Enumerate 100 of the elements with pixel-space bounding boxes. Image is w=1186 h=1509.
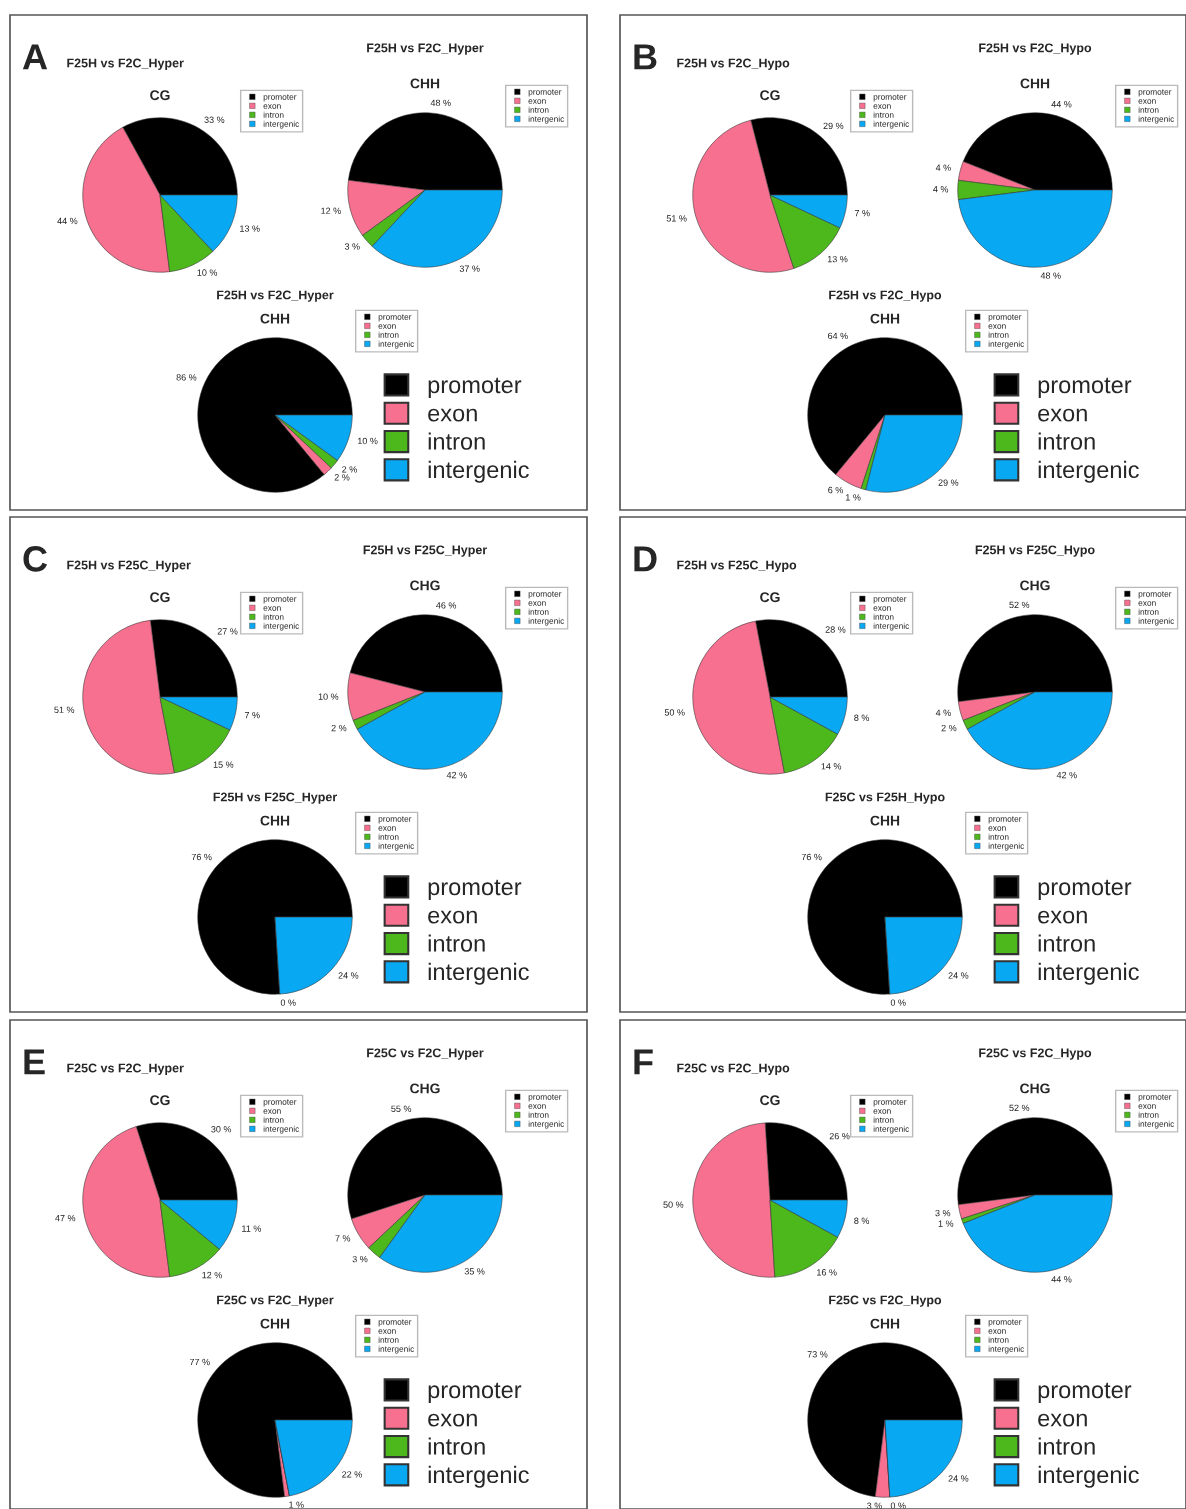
legend-label: promoter	[378, 816, 412, 824]
legend-label: intergenic	[988, 340, 1025, 349]
data-label: 10 %	[318, 693, 339, 700]
text: 0 %	[890, 1502, 906, 1509]
data-label: 3 %	[344, 243, 360, 250]
data-label: 51 %	[54, 706, 75, 713]
legend-label: exon	[263, 104, 281, 109]
data-label: 33 %	[204, 116, 225, 123]
chart-title: F25H vs F25C_Hyper	[213, 792, 337, 804]
legend-label: intron	[1138, 1111, 1159, 1118]
legend-label: exon	[873, 1109, 891, 1114]
data-label: 11 %	[242, 1225, 262, 1232]
legend-label: promoter	[528, 1094, 562, 1102]
legend-label: promoter	[378, 314, 412, 322]
data-label: 86 %	[176, 374, 197, 381]
legend-label: promoter	[528, 89, 562, 97]
legend-label: intergenic	[1138, 1120, 1175, 1129]
category-label: exon	[1038, 408, 1087, 422]
text: D	[634, 546, 657, 572]
legend-label: intron	[873, 111, 894, 118]
legend-label: promoter	[873, 1099, 907, 1107]
data-label: 55 %	[391, 1105, 412, 1112]
data-label: 44 %	[1051, 1276, 1072, 1283]
category-label: promoter	[428, 377, 522, 398]
legend-label: exon	[528, 1104, 546, 1109]
legend-label: intron	[263, 613, 284, 620]
chart-title: F25C vs F2C_Hypo	[979, 1048, 1092, 1060]
legend-label: exon	[1138, 601, 1156, 606]
category-label: intergenic	[428, 962, 529, 985]
data-label: 13 %	[827, 255, 848, 263]
data-label: 77 %	[189, 1358, 210, 1366]
legend-label: exon	[263, 606, 281, 611]
category-label: intron	[1038, 432, 1095, 450]
category-label: intergenic	[1038, 1465, 1139, 1488]
chart-title: F25C vs F2C_Hypo	[677, 1063, 790, 1075]
chart-subtitle: CHH	[870, 815, 900, 826]
chart-title: F25H vs F2C_Hypo	[979, 43, 1092, 55]
category-label: promoter	[428, 1382, 522, 1403]
legend-label: intron	[528, 106, 549, 113]
legend-label: intergenic	[263, 1125, 300, 1134]
legend-label: intergenic	[873, 622, 910, 631]
legend-label: intergenic	[873, 120, 910, 129]
legend-label: promoter	[528, 591, 562, 599]
chart-subtitle: CHG	[410, 580, 440, 591]
chart-title: F25H vs F25C_Hypo	[677, 560, 797, 572]
chart-subtitle: CHH	[410, 78, 440, 89]
chart-subtitle: CG	[760, 1095, 780, 1106]
data-label: 15 %	[213, 761, 234, 768]
legend-label: intron	[1138, 608, 1159, 615]
data-label: 7 %	[335, 1235, 351, 1242]
data-label: 8 %	[854, 714, 870, 721]
data-label: 2 %	[334, 474, 350, 481]
legend-label: promoter	[873, 94, 907, 102]
legend-label: promoter	[1138, 1094, 1172, 1102]
data-label: 3 %	[352, 1255, 368, 1263]
legend-label: intron	[528, 608, 549, 615]
chart-subtitle: CG	[150, 592, 170, 603]
category-label: promoter	[428, 879, 522, 900]
legend-label: intergenic	[1138, 115, 1175, 124]
legend-label: intergenic	[988, 1345, 1025, 1354]
legend-label: promoter	[263, 596, 297, 604]
category-label: promoter	[1038, 879, 1132, 900]
legend-label: intron	[988, 833, 1009, 840]
category-label: intron	[428, 1437, 485, 1455]
legend-label: exon	[988, 1329, 1006, 1334]
data-label: 1 %	[845, 494, 861, 501]
category-label: intron	[428, 432, 485, 450]
category-label: intergenic	[428, 1465, 529, 1488]
chart-title: F25C vs F2C_Hyper	[217, 1295, 334, 1307]
legend-label: intergenic	[263, 120, 300, 129]
chart-subtitle: CG	[150, 90, 170, 101]
data-label: 50 %	[663, 1201, 684, 1208]
category-label: exon	[378, 324, 396, 329]
legend-label: promoter	[988, 816, 1022, 824]
legend-label: exon	[378, 826, 396, 831]
category-label: exon	[428, 1413, 477, 1427]
chart-title: F25H vs F25C_Hyper	[363, 545, 487, 557]
data-label: 50 %	[664, 709, 685, 716]
data-label: 48 %	[1040, 272, 1061, 279]
category-label: exon	[1038, 1413, 1087, 1427]
chart-title: F25C vs F2C_Hyper	[67, 1063, 184, 1075]
text: 0 %	[280, 999, 296, 1006]
chart-subtitle: CHH	[260, 1318, 290, 1329]
legend-label: exon	[528, 601, 546, 606]
chart-title: F25H vs F2C_Hyper	[217, 290, 334, 302]
category-label: exon	[428, 910, 477, 924]
legend-label: intergenic	[873, 1125, 910, 1134]
data-label: 48 %	[430, 99, 451, 107]
chart-title: F25H vs F25C_Hyper	[67, 560, 191, 572]
data-label: 47 %	[55, 1214, 76, 1222]
data-label: 52 %	[1009, 601, 1030, 609]
category-label: promoter	[1038, 1382, 1132, 1403]
category-label: intron	[1038, 934, 1095, 952]
data-label: 4 %	[935, 164, 951, 171]
text: C	[23, 546, 48, 572]
category-label: exon	[1038, 910, 1087, 924]
data-label: 2 %	[342, 466, 357, 473]
data-label: 30 %	[211, 1126, 232, 1133]
category-label: intergenic	[428, 460, 529, 483]
legend-label: intron	[378, 833, 399, 840]
